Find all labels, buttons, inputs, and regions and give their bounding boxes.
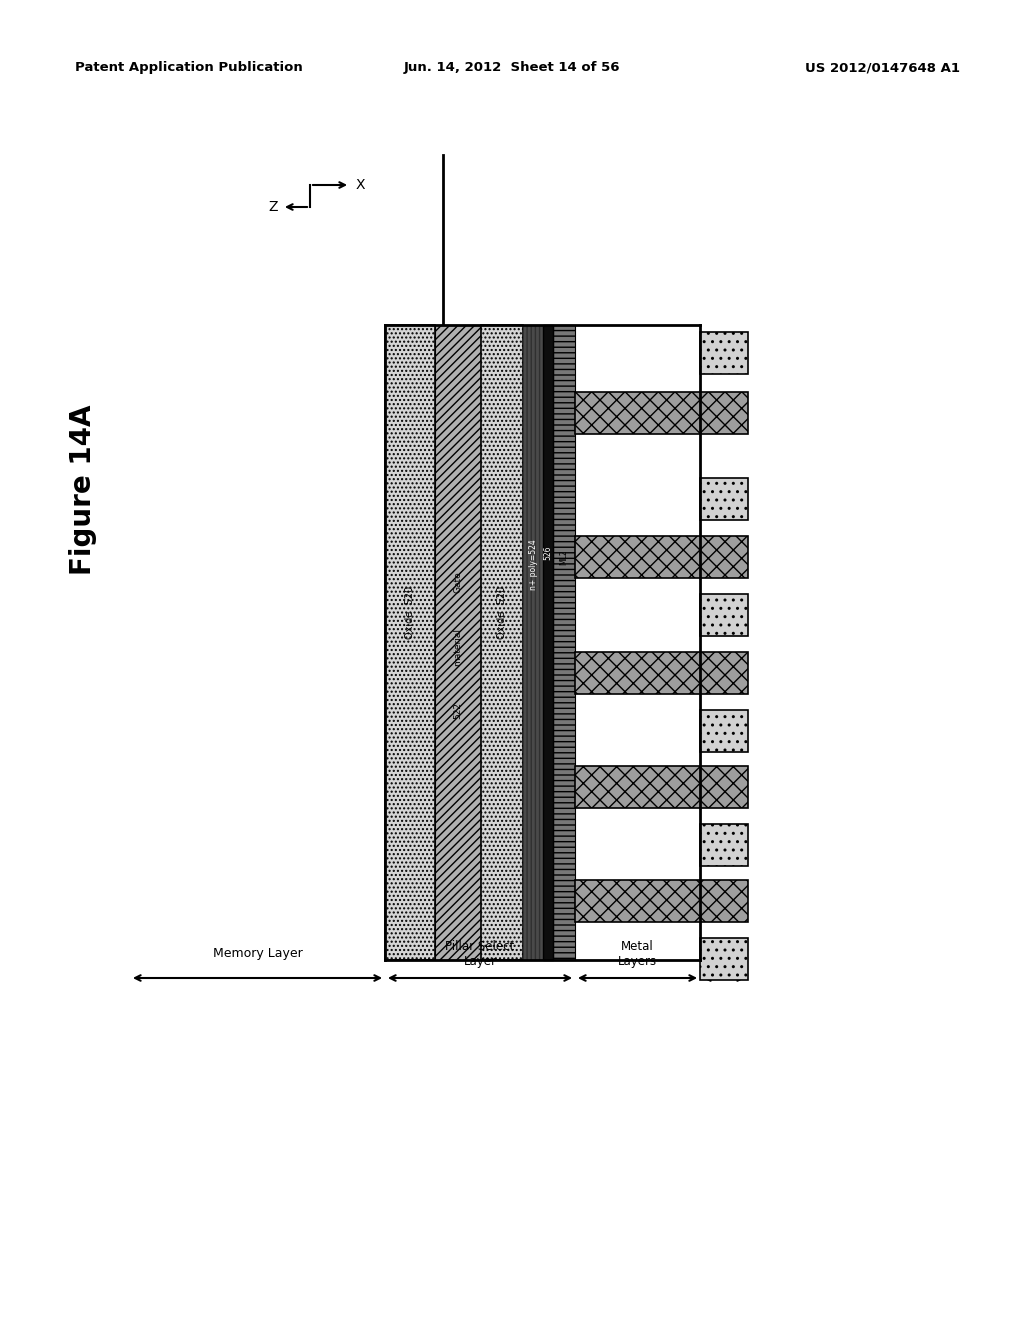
Bar (523, 325, 543, 960)
Text: CMOS: CMOS (720, 603, 728, 626)
Text: Oxide  520: Oxide 520 (406, 586, 415, 639)
Bar (575, 880, 748, 921)
Text: US 2012/0147648 A1: US 2012/0147648 A1 (805, 62, 961, 74)
Text: CMOS: CMOS (722, 939, 734, 973)
Bar (700, 333, 748, 374)
Text: Oxide  520: Oxide 520 (497, 586, 507, 639)
Text: CMOS: CMOS (720, 834, 728, 857)
Bar (575, 652, 748, 694)
Text: MLo: MLo (633, 779, 642, 795)
Text: MLo: MLo (720, 549, 728, 565)
Text: MLo: MLo (720, 665, 728, 681)
Text: Z: Z (268, 201, 278, 214)
Text: Jun. 14, 2012  Sheet 14 of 56: Jun. 14, 2012 Sheet 14 of 56 (403, 62, 621, 74)
Text: X: X (356, 178, 366, 191)
Bar (575, 766, 748, 808)
Text: ML1: ML1 (633, 405, 642, 421)
Text: ML2: ML2 (559, 549, 568, 565)
Text: MLo: MLo (633, 665, 642, 681)
Bar (553, 325, 575, 960)
Text: Metal
Layers: Metal Layers (617, 940, 657, 968)
Text: material: material (454, 628, 463, 667)
Text: 526: 526 (544, 545, 553, 560)
Bar (700, 478, 748, 520)
Bar (700, 594, 748, 636)
Text: MLo: MLo (633, 549, 642, 565)
Bar (435, 325, 481, 960)
Text: Pillar Select
Layer: Pillar Select Layer (445, 940, 515, 968)
Text: Patent Application Publication: Patent Application Publication (75, 62, 303, 74)
Text: MLo: MLo (720, 779, 728, 795)
Text: CMOS: CMOS (720, 719, 728, 742)
Bar (385, 325, 435, 960)
Bar (543, 325, 553, 960)
Text: ML1: ML1 (720, 405, 728, 421)
Text: Memory Layer: Memory Layer (213, 946, 302, 960)
Bar (575, 536, 748, 578)
Text: Figure 14A: Figure 14A (69, 405, 97, 576)
Text: CMOS: CMOS (720, 488, 728, 511)
Bar (700, 939, 748, 979)
Bar (700, 710, 748, 752)
Bar (481, 325, 523, 960)
Text: CMOS: CMOS (720, 342, 728, 364)
Text: Gate: Gate (454, 572, 463, 594)
Text: n+ poly=524: n+ poly=524 (528, 539, 538, 590)
Text: CMOS: CMOS (720, 948, 728, 970)
Text: MLo: MLo (633, 894, 642, 908)
Bar (700, 824, 748, 866)
Bar (575, 392, 748, 434)
Text: MLo: MLo (720, 894, 728, 908)
Text: 522: 522 (454, 702, 463, 719)
